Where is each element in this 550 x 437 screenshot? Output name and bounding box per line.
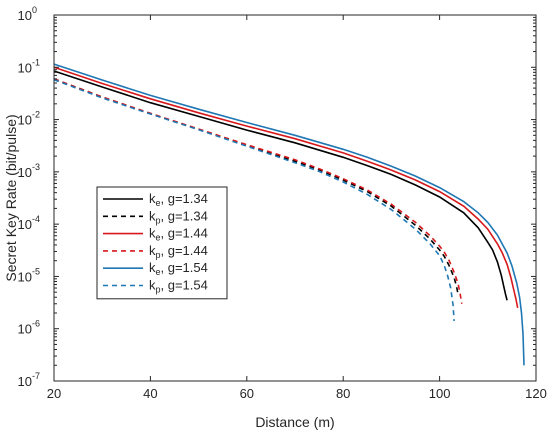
y-tick-base: 10 <box>18 60 32 75</box>
x-tick-label: 20 <box>47 386 61 401</box>
legend-k: k <box>149 278 156 293</box>
x-tick-label: 80 <box>336 386 350 401</box>
series-layer <box>53 63 525 366</box>
x-tick-label: 40 <box>143 386 157 401</box>
y-tick-exponent: -2 <box>32 110 40 120</box>
y-tick-base: 10 <box>18 113 32 128</box>
legend-rest: , g=1.44 <box>161 243 208 258</box>
y-axis-label: Secret Key Rate (bit/pulse) <box>3 114 19 281</box>
legend-k: k <box>149 226 156 241</box>
legend-subscript: p <box>156 215 161 225</box>
x-tick-label: 120 <box>525 386 547 401</box>
y-tick-exponent: -5 <box>32 266 40 276</box>
y-tick-label: 10 <box>18 374 32 389</box>
series-line-6 <box>53 78 455 322</box>
y-tick-label: 10 <box>18 217 32 232</box>
legend-label-2: kp, g=1.34 <box>149 208 208 225</box>
plot-frame <box>53 14 537 382</box>
legend-k: k <box>149 260 156 275</box>
legend-k: k <box>149 243 156 258</box>
legend-subscript: p <box>156 250 161 260</box>
y-tick-label: 10 <box>18 8 32 23</box>
legend-k: k <box>149 208 156 223</box>
y-tick-label: 10 <box>18 165 32 180</box>
series-line-3 <box>53 66 519 309</box>
x-axis-label: Distance (m) <box>255 414 334 430</box>
y-tick-base: 10 <box>18 374 32 389</box>
legend-rest: , g=1.54 <box>161 278 208 293</box>
y-tick-base: 10 <box>18 217 32 232</box>
y-tick-exponent: -4 <box>32 214 40 224</box>
y-tick-label: 10 <box>18 113 32 128</box>
legend-subscript: e <box>156 267 161 277</box>
legend-label-6: kp, g=1.54 <box>149 278 208 295</box>
ticks-layer: 20 40 60 80 100 12010-710-610-510-410-310-210… <box>18 5 547 401</box>
y-tick-exponent: -6 <box>32 319 40 329</box>
legend-rest: , g=1.34 <box>161 191 208 206</box>
legend-rest: , g=1.44 <box>161 226 208 241</box>
legend-subscript: e <box>156 198 161 208</box>
series-line-5 <box>53 63 525 366</box>
y-tick-exponent: -3 <box>32 162 40 172</box>
legend-label-5: ke, g=1.54 <box>149 260 208 277</box>
legend-label-4: kp, g=1.44 <box>149 243 208 260</box>
y-tick-label: 10 <box>18 322 32 337</box>
x-tick-label: 60 <box>240 386 254 401</box>
y-tick-exponent: 0 <box>32 5 37 15</box>
y-tick-exponent: -7 <box>32 371 40 381</box>
legend-rest: , g=1.34 <box>161 208 208 223</box>
series-line-1 <box>53 70 508 301</box>
y-tick-exponent: -1 <box>32 57 40 67</box>
y-tick-base: 10 <box>18 322 32 337</box>
legend-label-1: ke, g=1.34 <box>149 191 208 208</box>
y-tick-base: 10 <box>18 8 32 23</box>
legend-box <box>96 186 228 300</box>
legend-rest: , g=1.54 <box>161 260 208 275</box>
legend-subscript: p <box>156 285 161 295</box>
y-tick-base: 10 <box>18 269 32 284</box>
y-tick-label: 10 <box>18 60 32 75</box>
series-line-4 <box>53 78 463 304</box>
legend-k: k <box>149 191 156 206</box>
x-tick-label: 100 <box>429 386 451 401</box>
y-tick-base: 10 <box>18 165 32 180</box>
legend-subscript: e <box>156 233 161 243</box>
y-tick-label: 10 <box>18 269 32 284</box>
legend-label-3: ke, g=1.44 <box>149 226 208 243</box>
